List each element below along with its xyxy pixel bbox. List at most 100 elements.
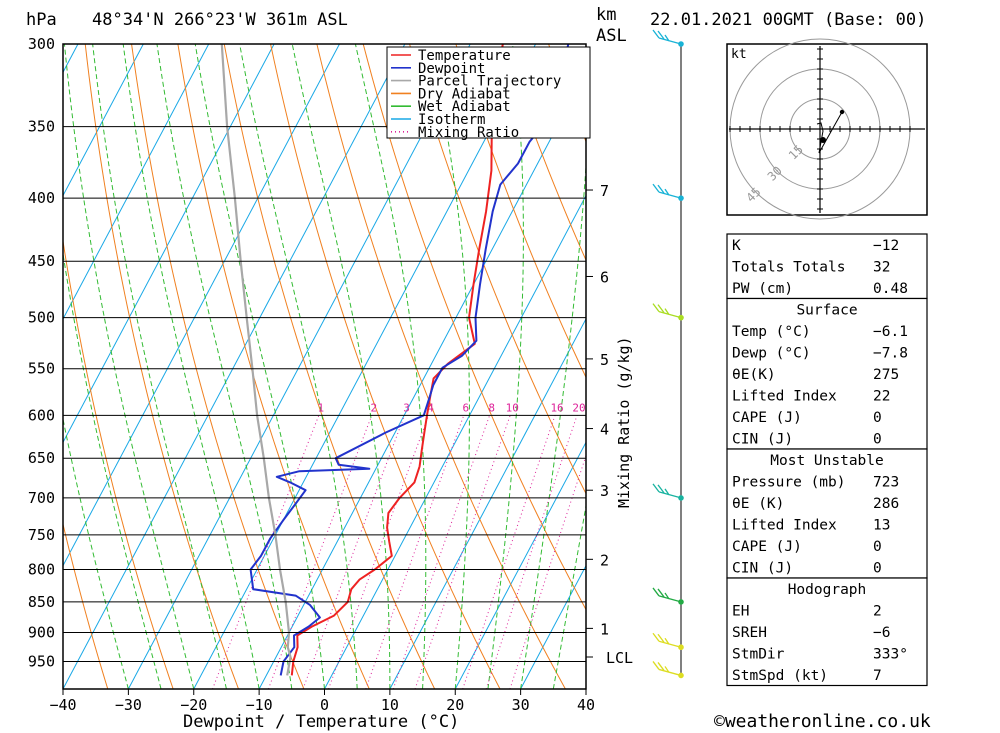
stat-value: 333°	[873, 647, 908, 663]
wet-adiabat-line	[63, 416, 129, 689]
series-temperature	[290, 44, 504, 676]
mixing-ratio-line	[212, 415, 320, 689]
hodograph-trace	[816, 111, 843, 154]
copyright: ©weatheronline.co.uk	[714, 711, 931, 732]
isotherm-line	[127, 44, 471, 689]
pressure-tick-label: 700	[28, 489, 55, 507]
height-tick-label: 7	[600, 182, 609, 200]
mixing-ratio-label: 20	[572, 401, 585, 414]
stat-label: Lifted Index	[732, 389, 837, 405]
stat-label: StmSpd (kt)	[732, 668, 828, 684]
wet-adiabat-line	[122, 44, 260, 689]
isotherm-line	[63, 44, 210, 321]
height-unit-km: km	[596, 5, 616, 25]
isotherm-line	[0, 44, 13, 689]
wind-barb	[652, 661, 682, 677]
pressure-unit: hPa	[26, 10, 57, 30]
wind-barb	[652, 183, 682, 199]
most-unstable-title: Most Unstable	[770, 453, 884, 469]
pressure-tick-label: 300	[28, 35, 55, 53]
x-tick-label: 0	[320, 696, 329, 714]
stat-label: θE (K)	[732, 496, 784, 512]
mixing-ratio-line	[267, 415, 373, 689]
mixing-ratio-label: 6	[462, 401, 469, 414]
stat-label: Temp (°C)	[732, 324, 811, 340]
stat-value: 0.48	[873, 281, 908, 297]
stat-label: PW (cm)	[732, 281, 793, 297]
isotherm-line	[63, 44, 340, 567]
stat-value: −6	[873, 625, 890, 641]
stats-table: K −12 Totals Totals 32 PW (cm) 0.48 Surface Tem…	[726, 233, 928, 687]
wind-barb	[652, 303, 682, 319]
pressure-tick-label: 400	[28, 189, 55, 207]
location-title: 48°34'N 266°23'W 361m ASL	[92, 10, 348, 30]
wet-adiabat-line	[239, 44, 358, 689]
wind-barb	[652, 632, 682, 648]
wind-barb	[652, 483, 682, 499]
pressure-tick-label: 900	[28, 624, 55, 642]
dry-adiabat-line	[84, 44, 239, 689]
mixing-ratio-label: 10	[506, 401, 519, 414]
pressure-tick-label: 350	[28, 118, 55, 136]
mixing-ratio-axis-label: Mixing Ratio (g/kg)	[615, 336, 633, 508]
dry-adiabat-line	[501, 44, 586, 262]
hodograph-unit: kt	[731, 47, 747, 62]
isotherm-line	[63, 44, 406, 689]
series-parcel-trajectory	[220, 44, 292, 676]
mixing-ratio-label: 8	[488, 401, 495, 414]
x-tick-label: 20	[446, 696, 464, 714]
isotherm-line	[454, 441, 586, 689]
stat-value: 13	[873, 518, 890, 534]
mixing-ratio-line	[392, 415, 491, 689]
hodograph-trace-end	[839, 109, 845, 115]
stat-value: −12	[873, 238, 899, 254]
stat-label: CAPE (J)	[732, 539, 802, 555]
stat-value: 0	[873, 561, 882, 577]
x-tick-label: −30	[115, 696, 142, 714]
pressure-tick-label: 500	[28, 309, 55, 327]
dry-adiabat-line	[966, 44, 1000, 689]
wet-adiabat-line	[63, 44, 195, 689]
legend-entry: Dry Adiabat	[418, 86, 511, 102]
wet-adiabat-line	[291, 44, 391, 689]
isotherm-line	[389, 317, 586, 689]
stat-label: Totals Totals	[732, 260, 846, 276]
pressure-tick-label: 750	[28, 526, 55, 544]
plot-frame	[62, 43, 587, 690]
wet-adiabat-line	[429, 44, 470, 689]
legend-entry: Isotherm	[418, 112, 485, 128]
wind-barb	[652, 587, 682, 603]
series-dewpoint	[249, 44, 570, 676]
wind-barb-dot	[678, 495, 684, 501]
stat-value: −6.1	[873, 324, 908, 340]
dry-adiabat-line	[455, 44, 586, 379]
height-tick-label: 5	[600, 351, 609, 369]
height-unit-asl: ASL	[596, 26, 627, 46]
mixing-ratio-line	[414, 415, 511, 689]
indices-box	[726, 233, 928, 300]
stat-value: 286	[873, 496, 899, 512]
pressure-tick-label: 550	[28, 360, 55, 378]
wet-adiabat-line	[354, 44, 427, 689]
pressure-tick-label: 850	[28, 593, 55, 611]
stat-label: Dewp (°C)	[732, 346, 811, 362]
wet-adiabat-line	[63, 250, 162, 689]
isotherm-line	[63, 44, 144, 197]
wind-barb	[652, 29, 682, 45]
stat-label: CIN (J)	[732, 432, 793, 448]
legend-entry: Dewpoint	[418, 61, 485, 77]
legend-entry: Temperature	[418, 48, 511, 64]
dry-adiabat-line	[223, 44, 436, 689]
stat-label: θE(K)	[732, 367, 776, 383]
most-unstable-box	[726, 448, 928, 579]
dry-adiabat-line	[919, 44, 1000, 689]
stat-label: StmDir	[732, 647, 785, 663]
stat-label: CIN (J)	[732, 561, 793, 577]
stat-label: Lifted Index	[732, 518, 837, 534]
stat-value: 723	[873, 475, 899, 491]
hodograph-storm-motion	[820, 137, 826, 143]
x-tick-label: −10	[246, 696, 273, 714]
